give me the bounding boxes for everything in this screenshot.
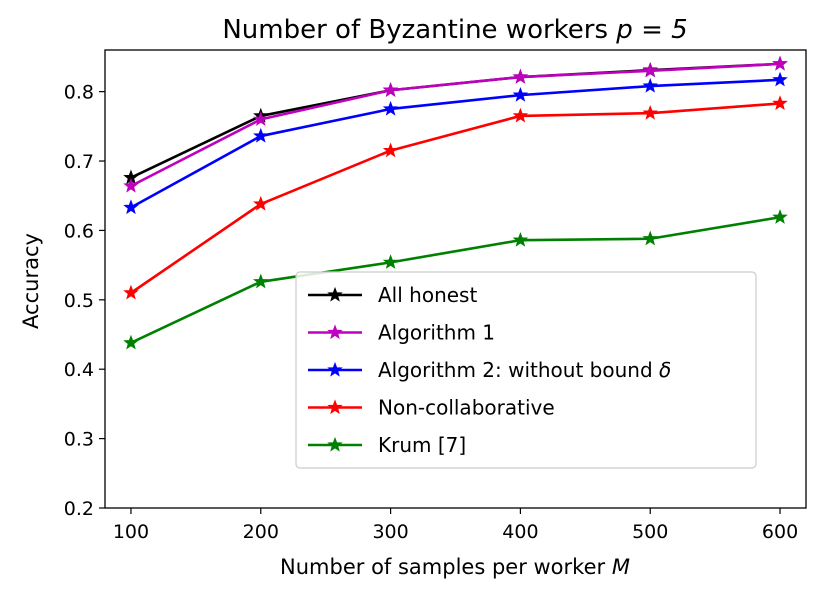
data-point bbox=[123, 334, 139, 350]
legend-marker bbox=[327, 399, 343, 415]
y-tick-label: 0.6 bbox=[64, 220, 94, 242]
y-tick-label: 0.8 bbox=[64, 82, 94, 104]
y-tick-label: 0.5 bbox=[64, 290, 94, 312]
y-tick-label: 0.2 bbox=[64, 498, 94, 520]
legend-marker bbox=[327, 324, 343, 340]
legend-item: Algorithm 2: without bound δ bbox=[308, 358, 671, 382]
data-point bbox=[123, 177, 139, 193]
series-2 bbox=[123, 55, 788, 193]
legend-item: Non-collaborative bbox=[308, 396, 555, 420]
legend-marker bbox=[327, 361, 343, 377]
x-tick-label: 300 bbox=[372, 521, 408, 543]
data-point bbox=[382, 100, 399, 116]
legend-label: Non-collaborative bbox=[378, 396, 555, 420]
data-point bbox=[512, 231, 529, 247]
y-tick-label: 0.3 bbox=[64, 429, 94, 451]
series-4 bbox=[123, 95, 788, 300]
x-tick-label: 100 bbox=[113, 521, 149, 543]
x-tick-label: 600 bbox=[762, 521, 798, 543]
legend-item: All honest bbox=[308, 283, 477, 307]
legend-label: All honest bbox=[378, 283, 477, 307]
data-point bbox=[772, 209, 788, 224]
legend-item: Algorithm 1 bbox=[308, 321, 495, 345]
x-tick-label: 400 bbox=[502, 521, 538, 543]
legend: All honest Algorithm 1 Algorithm 2: withou… bbox=[295, 271, 757, 469]
series-line bbox=[130, 62, 781, 188]
data-point bbox=[772, 71, 788, 87]
data-point bbox=[123, 284, 139, 300]
legend-marker bbox=[327, 436, 343, 452]
y-tick-label: 0.4 bbox=[64, 359, 94, 381]
x-axis-label: Number of samples per worker M bbox=[280, 555, 630, 579]
data-point bbox=[123, 199, 139, 215]
series-5 bbox=[123, 209, 788, 350]
legend-label: Algorithm 1 bbox=[378, 321, 495, 345]
legend-marker bbox=[327, 286, 343, 302]
data-point bbox=[253, 273, 269, 289]
data-point bbox=[642, 105, 658, 120]
chart-title: Number of Byzantine workers p = 5 bbox=[222, 15, 687, 45]
data-point bbox=[512, 68, 529, 84]
data-point bbox=[253, 195, 269, 211]
series-line bbox=[130, 215, 781, 345]
legend-box bbox=[295, 271, 757, 469]
data-point bbox=[382, 82, 399, 97]
y-tick-label: 0.7 bbox=[64, 151, 94, 173]
data-point bbox=[512, 107, 529, 123]
data-point bbox=[382, 142, 399, 158]
series-line bbox=[130, 62, 781, 179]
data-point bbox=[253, 127, 269, 143]
data-point bbox=[642, 62, 658, 78]
data-point bbox=[772, 55, 788, 71]
data-point bbox=[772, 95, 788, 111]
series-line bbox=[130, 102, 781, 294]
data-point bbox=[642, 77, 658, 93]
series-1 bbox=[123, 55, 788, 185]
legend-item: Krum [7] bbox=[308, 433, 466, 457]
data-point bbox=[382, 254, 399, 269]
series-3 bbox=[123, 71, 788, 215]
series-line bbox=[130, 78, 781, 209]
axes-frame bbox=[104, 49, 807, 509]
data-point bbox=[642, 230, 658, 246]
x-tick-label: 500 bbox=[632, 521, 668, 543]
legend-label: Algorithm 2: without bound δ bbox=[378, 358, 671, 382]
y-axis-label: Accuracy bbox=[19, 233, 43, 329]
plot-area: 100 200 300 400 500 600 0.2 0.3 0.4 0.5 0.6 0.7 0.8 A… bbox=[64, 49, 807, 543]
data-point bbox=[253, 111, 269, 126]
legend-label: Krum [7] bbox=[378, 433, 466, 457]
data-point bbox=[512, 86, 529, 102]
x-tick-label: 200 bbox=[243, 521, 279, 543]
